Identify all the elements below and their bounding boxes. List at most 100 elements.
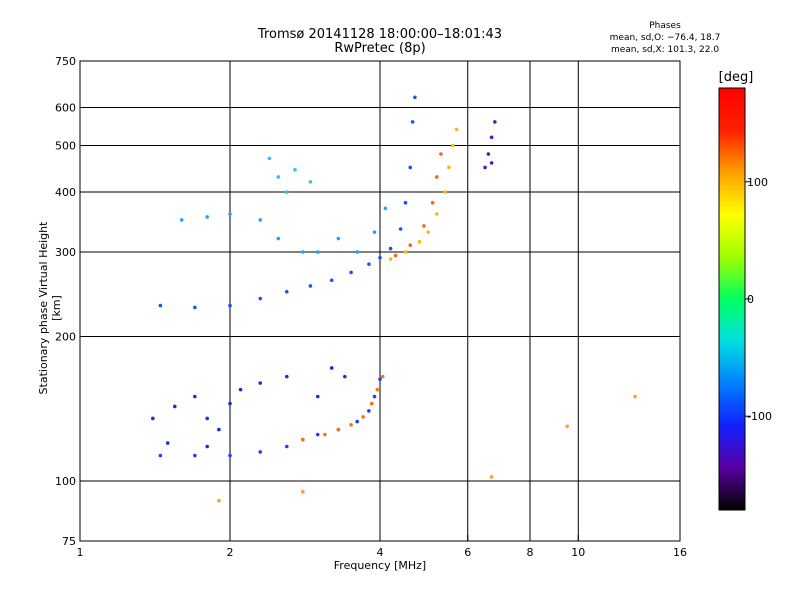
data-point xyxy=(489,475,494,479)
data-point xyxy=(434,212,439,216)
data-point xyxy=(315,432,320,437)
data-point xyxy=(349,270,353,275)
x-tick-label: 2 xyxy=(227,546,234,559)
data-point xyxy=(422,224,426,228)
data-point xyxy=(228,303,232,308)
data-point xyxy=(486,152,491,156)
data-point xyxy=(388,246,393,251)
data-point xyxy=(205,444,209,449)
data-point xyxy=(308,180,313,184)
data-point xyxy=(380,374,385,379)
data-point xyxy=(375,387,380,392)
data-point xyxy=(308,284,313,288)
data-point xyxy=(443,190,447,194)
data-point xyxy=(228,401,232,406)
data-point xyxy=(276,175,281,179)
y-tick-label: 200 xyxy=(55,331,76,344)
data-point xyxy=(238,387,243,392)
stats-o-mode: mean, sd,O: −76.4, 18.7 xyxy=(609,33,721,43)
y-tick-label: 75 xyxy=(62,535,76,548)
colorbar-tick-label: 100 xyxy=(747,176,768,189)
data-point xyxy=(454,127,459,132)
colorbar-tick-label: -100 xyxy=(747,410,772,423)
chart-subtitle: RwPretec (8p) xyxy=(334,41,426,56)
data-point xyxy=(355,250,359,254)
data-point xyxy=(336,427,341,432)
data-point xyxy=(258,450,263,454)
data-point xyxy=(355,419,359,424)
data-point xyxy=(151,416,155,421)
stats-heading: Phases xyxy=(649,21,681,31)
data-point xyxy=(426,230,431,234)
data-point xyxy=(410,120,415,124)
data-point xyxy=(158,453,163,458)
data-point xyxy=(258,218,263,222)
x-tick-label: 1 xyxy=(77,546,84,559)
colorbar-tick-label: 0 xyxy=(747,293,754,306)
data-point xyxy=(193,394,197,399)
stats-x-mode: mean, sd,X: 101.3, 22.0 xyxy=(610,45,720,55)
data-point xyxy=(173,404,177,409)
data-point xyxy=(565,424,569,429)
data-point xyxy=(258,381,263,385)
colorbar-ticks: 100 0 -100 xyxy=(745,176,772,423)
data-point xyxy=(284,374,289,379)
data-point xyxy=(158,303,163,308)
data-point xyxy=(372,230,377,234)
data-point xyxy=(393,253,398,258)
y-tick-label: 600 xyxy=(55,102,76,115)
data-point xyxy=(369,401,374,406)
data-point xyxy=(284,190,289,194)
data-point xyxy=(417,240,422,244)
data-point xyxy=(408,165,413,170)
data-point xyxy=(329,366,334,370)
data-point xyxy=(451,143,455,148)
data-point xyxy=(228,453,232,458)
data-point xyxy=(258,296,263,301)
data-point xyxy=(378,377,382,381)
data-point xyxy=(193,453,197,458)
colorbar xyxy=(718,87,746,511)
data-point xyxy=(315,394,320,399)
data-point xyxy=(193,305,197,310)
x-tick-label: 8 xyxy=(527,546,534,559)
y-axis-ticks: 75 100 200 300 400 500 600 750 xyxy=(55,55,86,548)
y-tick-label: 300 xyxy=(55,246,76,259)
x-tick-label: 6 xyxy=(464,546,471,559)
x-tick-label: 10 xyxy=(571,546,585,559)
data-point xyxy=(439,152,443,156)
data-point xyxy=(315,250,320,254)
data-point xyxy=(301,489,305,494)
colorbar-label: [deg] xyxy=(718,70,754,85)
data-point xyxy=(430,200,435,205)
data-point xyxy=(388,257,393,261)
data-point xyxy=(403,250,408,254)
data-point xyxy=(205,416,209,421)
data-point xyxy=(383,206,388,211)
data-point xyxy=(367,409,371,413)
data-point xyxy=(284,289,289,294)
data-point xyxy=(398,227,403,231)
data-point xyxy=(343,374,347,379)
data-point xyxy=(403,200,408,205)
data-point xyxy=(301,250,305,254)
data-point xyxy=(408,243,413,247)
data-point xyxy=(378,255,382,260)
data-point xyxy=(367,262,371,266)
data-point xyxy=(179,218,184,222)
data-point xyxy=(228,212,232,216)
y-tick-label: 500 xyxy=(55,140,76,153)
data-points xyxy=(151,95,637,503)
data-point xyxy=(217,498,221,503)
data-point xyxy=(483,165,487,170)
data-point xyxy=(489,161,494,165)
data-point xyxy=(434,175,439,179)
y-tick-label: 100 xyxy=(55,475,76,488)
grid-lines xyxy=(80,61,680,541)
data-point xyxy=(493,120,497,124)
data-point xyxy=(447,165,451,170)
x-axis-ticks: 1 2 4 6 8 10 16 xyxy=(77,535,687,559)
data-point xyxy=(349,422,353,427)
data-point xyxy=(301,437,305,442)
